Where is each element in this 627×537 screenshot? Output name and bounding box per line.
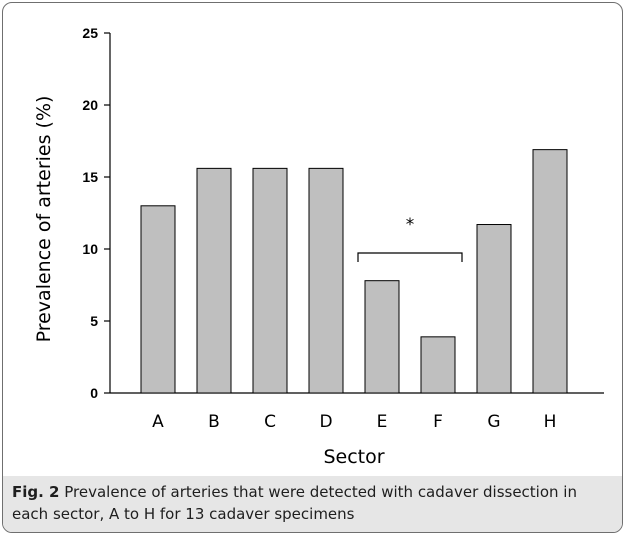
bar-chart: 0 5 10 15 20 25 A B C D E F G H * Prevalence of arte… <box>33 25 604 468</box>
x-tick-label: F <box>433 412 443 432</box>
x-tick-label: E <box>377 412 388 432</box>
x-tick-label: B <box>208 412 220 432</box>
bar-e <box>364 280 400 394</box>
bar-c <box>252 167 288 394</box>
x-tick-label: A <box>152 412 164 432</box>
bar-b <box>196 167 232 394</box>
y-tick-label: 15 <box>82 169 98 185</box>
x-tick-label: D <box>319 412 332 432</box>
bar-g <box>476 224 512 394</box>
bar-a <box>140 205 176 394</box>
y-tick-label: 0 <box>90 385 98 401</box>
y-axis-title: Prevalence of arteries (%) <box>33 96 55 343</box>
caption-lead: Fig. 2 <box>12 483 60 501</box>
significance-label: * <box>406 215 415 235</box>
x-tick-label: C <box>264 412 276 432</box>
y-tick-label: 25 <box>82 25 98 41</box>
caption-text: Prevalence of arteries that were detecte… <box>12 483 577 523</box>
bar-h <box>532 149 568 394</box>
y-tick-label: 5 <box>90 313 98 329</box>
significance-bracket: * <box>357 215 463 262</box>
caption-band <box>3 476 622 532</box>
y-tick-label: 20 <box>82 97 98 113</box>
figure-caption: Fig. 2 Prevalence of arteries that were … <box>12 481 612 525</box>
bracket-line <box>357 252 463 262</box>
bar-f <box>420 336 456 394</box>
bars <box>140 149 568 394</box>
x-axis-title: Sector <box>323 446 384 468</box>
y-ticks: 0 5 10 15 20 25 <box>82 25 110 401</box>
x-tick-label: H <box>544 412 557 432</box>
bar-d <box>308 167 344 394</box>
y-tick-label: 10 <box>82 241 98 257</box>
x-tick-label: G <box>487 412 500 432</box>
x-ticks: A B C D E F G H <box>152 412 556 432</box>
